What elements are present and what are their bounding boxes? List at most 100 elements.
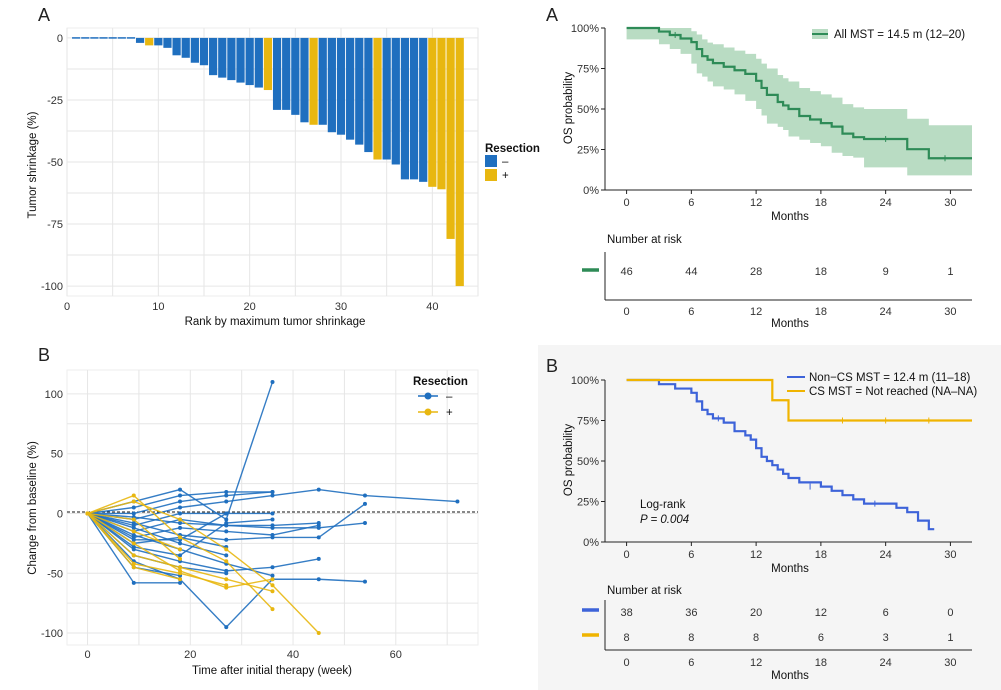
data-point (178, 580, 183, 585)
legend-label: – (502, 156, 509, 168)
data-point (131, 505, 136, 510)
confidence-band (626, 28, 972, 176)
x-axis-label: Months (771, 563, 809, 575)
panel-label: A (546, 5, 558, 25)
risk-count: 38 (620, 607, 632, 619)
bar (455, 37, 464, 287)
bar (437, 37, 446, 190)
x-tick-label: 0 (624, 306, 630, 318)
y-axis-label: Change from baseline (%) (27, 441, 39, 575)
y-axis-label: Tumor shrinkage (%) (27, 111, 39, 218)
legend-swatch-plus (485, 169, 497, 181)
data-point (270, 379, 275, 384)
x-tick-label: 6 (688, 657, 694, 669)
x-tick-label: 20 (184, 649, 196, 661)
data-point (224, 493, 229, 498)
data-point (131, 565, 136, 570)
bar (190, 37, 199, 63)
data-point (131, 580, 136, 585)
y-tick-label: -50 (47, 157, 63, 169)
data-point (178, 493, 183, 498)
y-tick-label: 25% (577, 145, 599, 157)
data-point (455, 499, 460, 504)
x-tick-label: 24 (880, 197, 892, 209)
km-all-chart: A 0 6 12 18 24 30 100% 75% 50% 25% 0% Months OS pr… (546, 5, 972, 330)
data-point (224, 577, 229, 582)
data-point (270, 583, 275, 588)
data-point (224, 547, 229, 552)
legend: Resection – + (485, 143, 540, 182)
data-point (270, 565, 275, 570)
panel-label: B (546, 356, 558, 376)
x-tick-label: 40 (426, 301, 438, 313)
x-tick-label: 20 (244, 301, 256, 313)
risk-count: 8 (624, 632, 630, 644)
bar (336, 37, 346, 135)
data-point (178, 547, 183, 552)
data-point (131, 517, 136, 522)
data-point (270, 489, 275, 494)
y-tick-label: -25 (47, 95, 63, 107)
bar (355, 37, 364, 145)
data-point (178, 487, 183, 492)
data-point (224, 537, 229, 542)
x-axis-label: Months (771, 211, 809, 223)
data-point (316, 556, 321, 561)
data-point (316, 631, 321, 636)
legend-label: CS MST = Not reached (NA–NA) (809, 386, 977, 398)
data-point (316, 521, 321, 526)
risk-count: 8 (688, 632, 694, 644)
bar (400, 37, 410, 180)
legend-label: – (446, 391, 453, 403)
data-point (316, 487, 321, 492)
y-tick-label: -50 (47, 568, 63, 580)
bar (409, 37, 419, 180)
bar (227, 37, 236, 81)
data-point (224, 499, 229, 504)
risk-count: 8 (753, 632, 759, 644)
x-tick-label: 0 (624, 549, 630, 561)
x-tick-label: 12 (750, 306, 762, 318)
panel-label: A (38, 5, 50, 25)
y-axis-label: OS probability (563, 72, 575, 144)
x-tick-label: 0 (624, 657, 630, 669)
data-point (316, 525, 321, 530)
x-tick-label: 18 (815, 306, 827, 318)
annotation-pvalue: P = 0.004 (640, 514, 689, 526)
data-point (131, 544, 136, 549)
risk-count: 28 (750, 266, 762, 278)
risk-count: 18 (815, 266, 827, 278)
risk-count: 9 (883, 266, 889, 278)
y-axis-label: OS probability (563, 424, 575, 496)
data-point (362, 493, 367, 498)
data-point (270, 573, 275, 578)
data-point (131, 521, 136, 526)
data-point (131, 525, 136, 530)
data-point (131, 529, 136, 534)
y-tick-label: 0% (583, 185, 599, 197)
bar (135, 37, 145, 43)
bar (236, 37, 245, 83)
x-tick-label: 30 (335, 301, 347, 313)
x-tick-label: 6 (688, 306, 694, 318)
data-point (178, 499, 183, 504)
risk-count: 6 (883, 607, 889, 619)
data-point (362, 579, 367, 584)
data-point (85, 511, 90, 516)
spider-chart: B 0 20 40 60 100 50 0 -50 -100 Time after initia… (27, 345, 479, 677)
legend-marker-minus (424, 392, 432, 400)
legend-label: All MST = 14.5 m (12–20) (834, 29, 965, 41)
x-tick-label: 10 (152, 301, 164, 313)
bar (282, 37, 291, 110)
x-tick-label: 30 (944, 657, 956, 669)
y-tick-label: 0 (57, 33, 63, 45)
bar (172, 37, 181, 56)
data-point (224, 553, 229, 558)
y-tick-label: -75 (47, 219, 63, 231)
y-tick-label: 75% (577, 64, 599, 76)
bar (181, 37, 190, 58)
risk-count: 1 (947, 266, 953, 278)
risk-count: 12 (815, 607, 827, 619)
bar (209, 37, 218, 76)
data-point (224, 559, 229, 564)
